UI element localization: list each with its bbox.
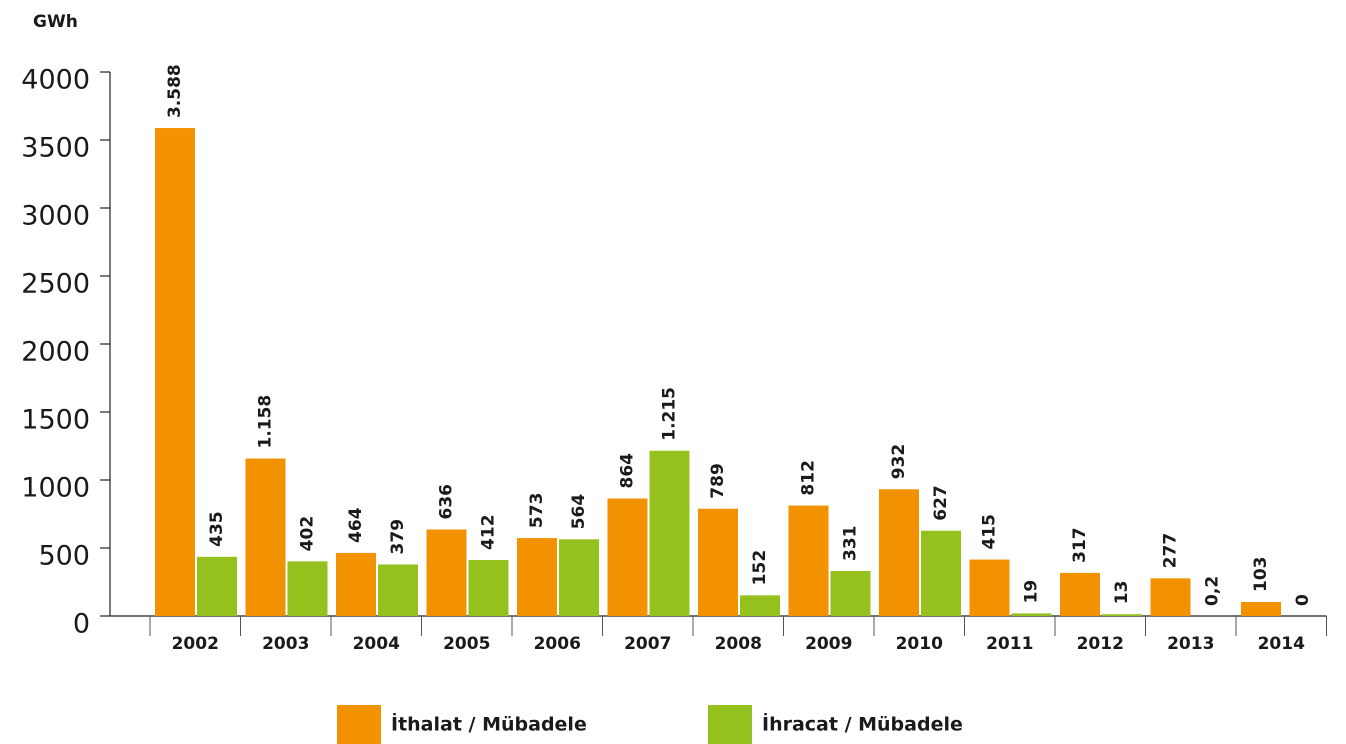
x-tick-label: 2014 [1258,634,1305,654]
value-label: 19 [1022,580,1042,604]
value-label: 789 [708,463,728,499]
value-label: 103 [1251,556,1271,592]
value-label: 627 [931,485,951,521]
x-tick-label: 2011 [986,634,1033,654]
bar [1060,572,1100,616]
y-axis-label: GWh [33,12,78,32]
bar [607,498,648,616]
x-tick-label: 2007 [624,634,671,654]
value-label: 402 [298,516,318,552]
bar [969,559,1010,616]
bar [378,564,418,616]
y-tick-label: 2500 [21,269,90,300]
x-tick-label: 2009 [805,634,852,654]
value-label: 412 [479,514,499,550]
value-label: 435 [207,511,227,547]
bar [468,559,509,616]
bar [1241,601,1281,616]
bar [517,538,557,616]
y-tick-label: 1500 [21,405,90,436]
bar [287,561,328,616]
x-tick-label: 2008 [715,634,762,654]
x-tick-label: 2005 [443,634,490,654]
y-tick-label: 3000 [21,201,90,232]
value-label: 317 [1070,527,1090,563]
y-tick-label: 0 [73,609,90,640]
x-tick-label: 2006 [534,634,581,654]
bar [155,128,195,617]
value-label: 379 [388,519,408,555]
value-label: 636 [437,484,457,520]
bar [740,595,780,616]
bar [649,450,690,616]
value-label: 812 [799,460,819,496]
y-tick-label: 500 [38,541,90,572]
value-label: 13 [1112,581,1132,605]
x-tick-label: 2003 [262,634,309,654]
y-tick-label: 3500 [21,133,90,164]
value-label: 0 [1293,594,1313,606]
x-tick-label: 2013 [1167,634,1214,654]
bar [830,570,871,616]
bar [197,556,237,616]
value-label: 932 [889,444,909,480]
bar [788,505,829,616]
bar [426,529,467,616]
value-label: 0,2 [1203,576,1223,606]
value-label: 564 [569,494,589,530]
value-label: 1.215 [660,387,680,441]
value-label: 331 [841,525,861,561]
x-tick-label: 2012 [1077,634,1124,654]
value-label: 573 [527,493,547,529]
value-label: 277 [1161,533,1181,569]
bar [698,508,738,616]
bar [1102,614,1142,616]
bar [921,530,961,616]
bar [559,539,599,616]
legend-label: İthalat / Mübadele [391,712,587,736]
x-tick-label: 2002 [172,634,219,654]
bar [245,458,286,616]
bar [879,489,919,616]
legend-swatch [337,705,381,744]
x-tick-label: 2004 [353,634,400,654]
value-label: 464 [346,507,366,543]
x-tick-label: 2010 [896,634,943,654]
value-label: 415 [980,514,1000,550]
bar [336,552,376,616]
value-label: 1.158 [256,395,276,449]
y-tick-label: 2000 [21,337,90,368]
value-label: 3.588 [165,64,185,118]
y-tick-label: 4000 [21,65,90,96]
y-tick-label: 1000 [21,473,90,504]
value-label: 152 [750,550,770,586]
legend-swatch [708,705,752,744]
legend-label: İhracat / Mübadele [762,712,963,736]
bar [1150,578,1191,616]
bar [1011,613,1052,616]
value-label: 864 [618,453,638,489]
